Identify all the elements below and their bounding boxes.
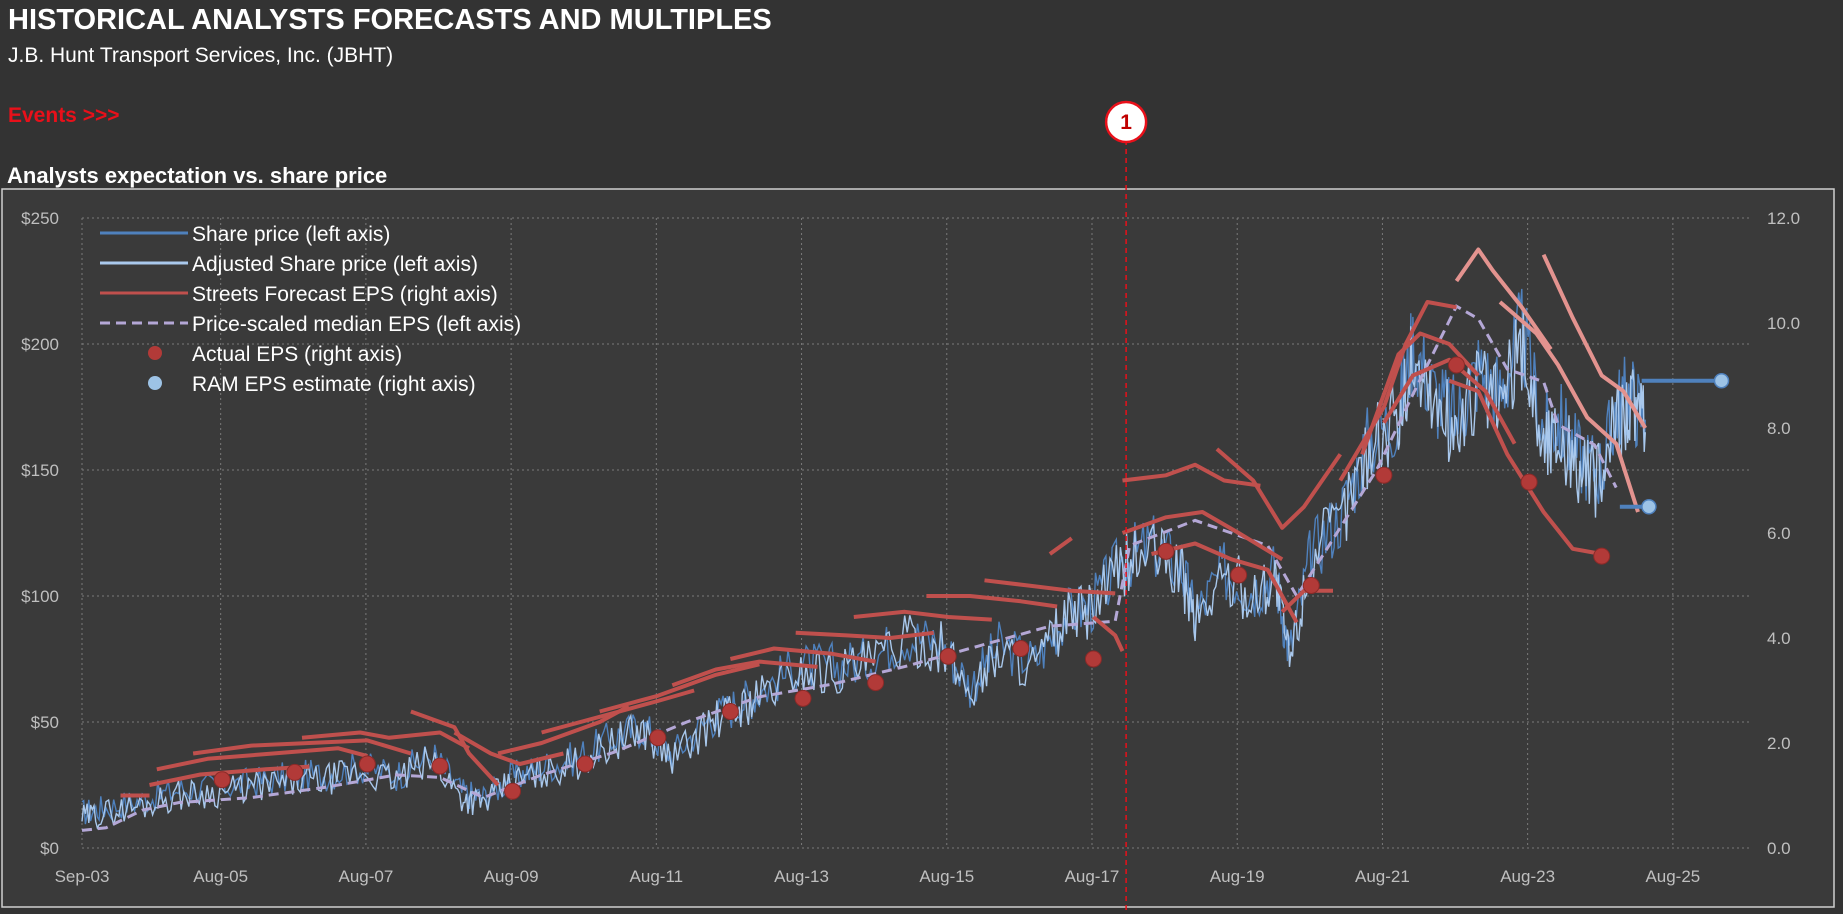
- legend-label: Adjusted Share price (left axis): [192, 253, 478, 276]
- actual-eps-point: [1012, 640, 1030, 657]
- forecast-eps-line: [1215, 447, 1342, 530]
- legend-label: Share price (left axis): [192, 223, 390, 246]
- forecast-eps-line: [671, 659, 818, 688]
- actual-eps-point: [504, 782, 522, 800]
- y-right-tick-label: 10.0: [1767, 314, 1800, 333]
- x-tick-label: Aug-25: [1645, 867, 1700, 886]
- forecast-eps-line: [729, 646, 876, 664]
- x-tick-label: Aug-09: [484, 867, 539, 886]
- page-title: HISTORICAL ANALYSTS FORECASTS AND MULTIP…: [8, 4, 772, 36]
- y-left-tick-label: $200: [21, 335, 59, 354]
- forecast-eps-line: [1121, 510, 1284, 562]
- x-tick-label: Aug-07: [338, 867, 393, 886]
- forecast-eps-line-recent: [1541, 253, 1648, 430]
- event-marker-circle: [1104, 100, 1148, 144]
- legend-dot-swatch: [148, 376, 162, 390]
- y-left-tick-label: $100: [21, 587, 59, 606]
- x-tick-label: Aug-05: [193, 867, 248, 886]
- actual-eps-point: [939, 647, 957, 665]
- median-eps-line: [81, 304, 1618, 832]
- forecast-eps-line: [984, 578, 1116, 596]
- x-tick-label: Sep-03: [55, 867, 110, 886]
- actual-eps-point: [358, 755, 376, 773]
- forecast-eps-line: [599, 662, 760, 714]
- x-tick-label: Aug-13: [774, 867, 829, 886]
- adjusted-share-price-line: [81, 309, 1646, 830]
- legend-dot-swatch: [148, 346, 162, 360]
- x-tick-label: Aug-11: [630, 867, 684, 886]
- y-left-tick-label: $0: [40, 839, 59, 858]
- actual-eps-point: [1520, 473, 1538, 491]
- forecast-eps-line: [926, 594, 1058, 609]
- forecast-eps-line: [795, 630, 934, 640]
- actual-eps-point: [1157, 542, 1175, 560]
- actual-eps-point: [1375, 466, 1393, 484]
- forecast-eps-line: [1151, 541, 1299, 624]
- forecast-eps-line: [541, 688, 695, 735]
- y-left-tick-label: $250: [21, 209, 59, 228]
- actual-eps-point: [576, 755, 594, 773]
- y-left-tick-label: $50: [31, 713, 59, 732]
- y-right-tick-label: 6.0: [1767, 524, 1791, 543]
- forecast-eps-line: [453, 730, 564, 766]
- forecast-eps-line: [1048, 536, 1073, 556]
- actual-eps-point: [213, 771, 231, 789]
- actual-eps-point: [286, 763, 304, 781]
- section-title: Analysts expectation vs. share price: [7, 163, 388, 188]
- y-right-tick-label: 4.0: [1767, 629, 1791, 648]
- forecast-eps-line: [1382, 357, 1517, 445]
- actual-eps-point: [1230, 566, 1248, 584]
- forecast-eps-line: [1360, 331, 1480, 455]
- actual-eps-point: [431, 757, 449, 775]
- actual-eps-point: [1302, 577, 1320, 594]
- actual-eps-point: [649, 729, 667, 747]
- x-tick-label: Aug-23: [1500, 867, 1555, 886]
- actual-eps-point: [794, 689, 812, 707]
- forecast-eps-line: [301, 730, 470, 751]
- forecast-eps-line: [192, 738, 412, 756]
- forecast-eps-line: [410, 709, 500, 787]
- y-right-tick-label: 2.0: [1767, 734, 1791, 753]
- legend-label: Price-scaled median EPS (left axis): [192, 313, 521, 336]
- x-tick-label: Aug-17: [1065, 867, 1120, 886]
- actual-eps-point: [721, 703, 739, 720]
- ram-eps-point: [1641, 499, 1657, 515]
- company-subtitle: J.B. Hunt Transport Services, Inc. (JBHT…: [8, 44, 394, 67]
- x-tick-label: Aug-19: [1210, 867, 1265, 886]
- legend-label: Streets Forecast EPS (right axis): [192, 283, 498, 306]
- y-right-tick-label: 8.0: [1767, 419, 1791, 438]
- legend-label: Actual EPS (right axis): [192, 343, 402, 366]
- event-marker-label: 1: [1120, 111, 1132, 134]
- actual-eps-point: [1593, 547, 1611, 565]
- actual-eps-point: [1084, 650, 1102, 668]
- y-left-tick-label: $150: [21, 461, 59, 480]
- ram-eps-point: [1713, 373, 1730, 389]
- forecast-eps-line: [149, 764, 310, 787]
- forecast-eps-line: [1122, 462, 1261, 488]
- legend-label: RAM EPS estimate (right axis): [192, 373, 476, 396]
- x-tick-label: Aug-21: [1355, 867, 1410, 886]
- forecast-eps-line: [1280, 588, 1333, 614]
- forecast-eps-line-recent: [1454, 247, 1553, 351]
- y-right-tick-label: 0.0: [1767, 839, 1791, 858]
- actual-eps-point: [867, 674, 885, 692]
- forecast-eps-line: [853, 609, 992, 622]
- x-tick-label: Aug-15: [919, 867, 974, 886]
- y-right-tick-label: 12.0: [1767, 209, 1800, 228]
- forecast-eps-line-recent: [1498, 300, 1640, 513]
- actual-eps-point: [1447, 356, 1465, 374]
- forecast-eps-line: [156, 746, 368, 772]
- forecast-eps-line: [1092, 615, 1125, 652]
- events-link[interactable]: Events >>>: [8, 104, 120, 127]
